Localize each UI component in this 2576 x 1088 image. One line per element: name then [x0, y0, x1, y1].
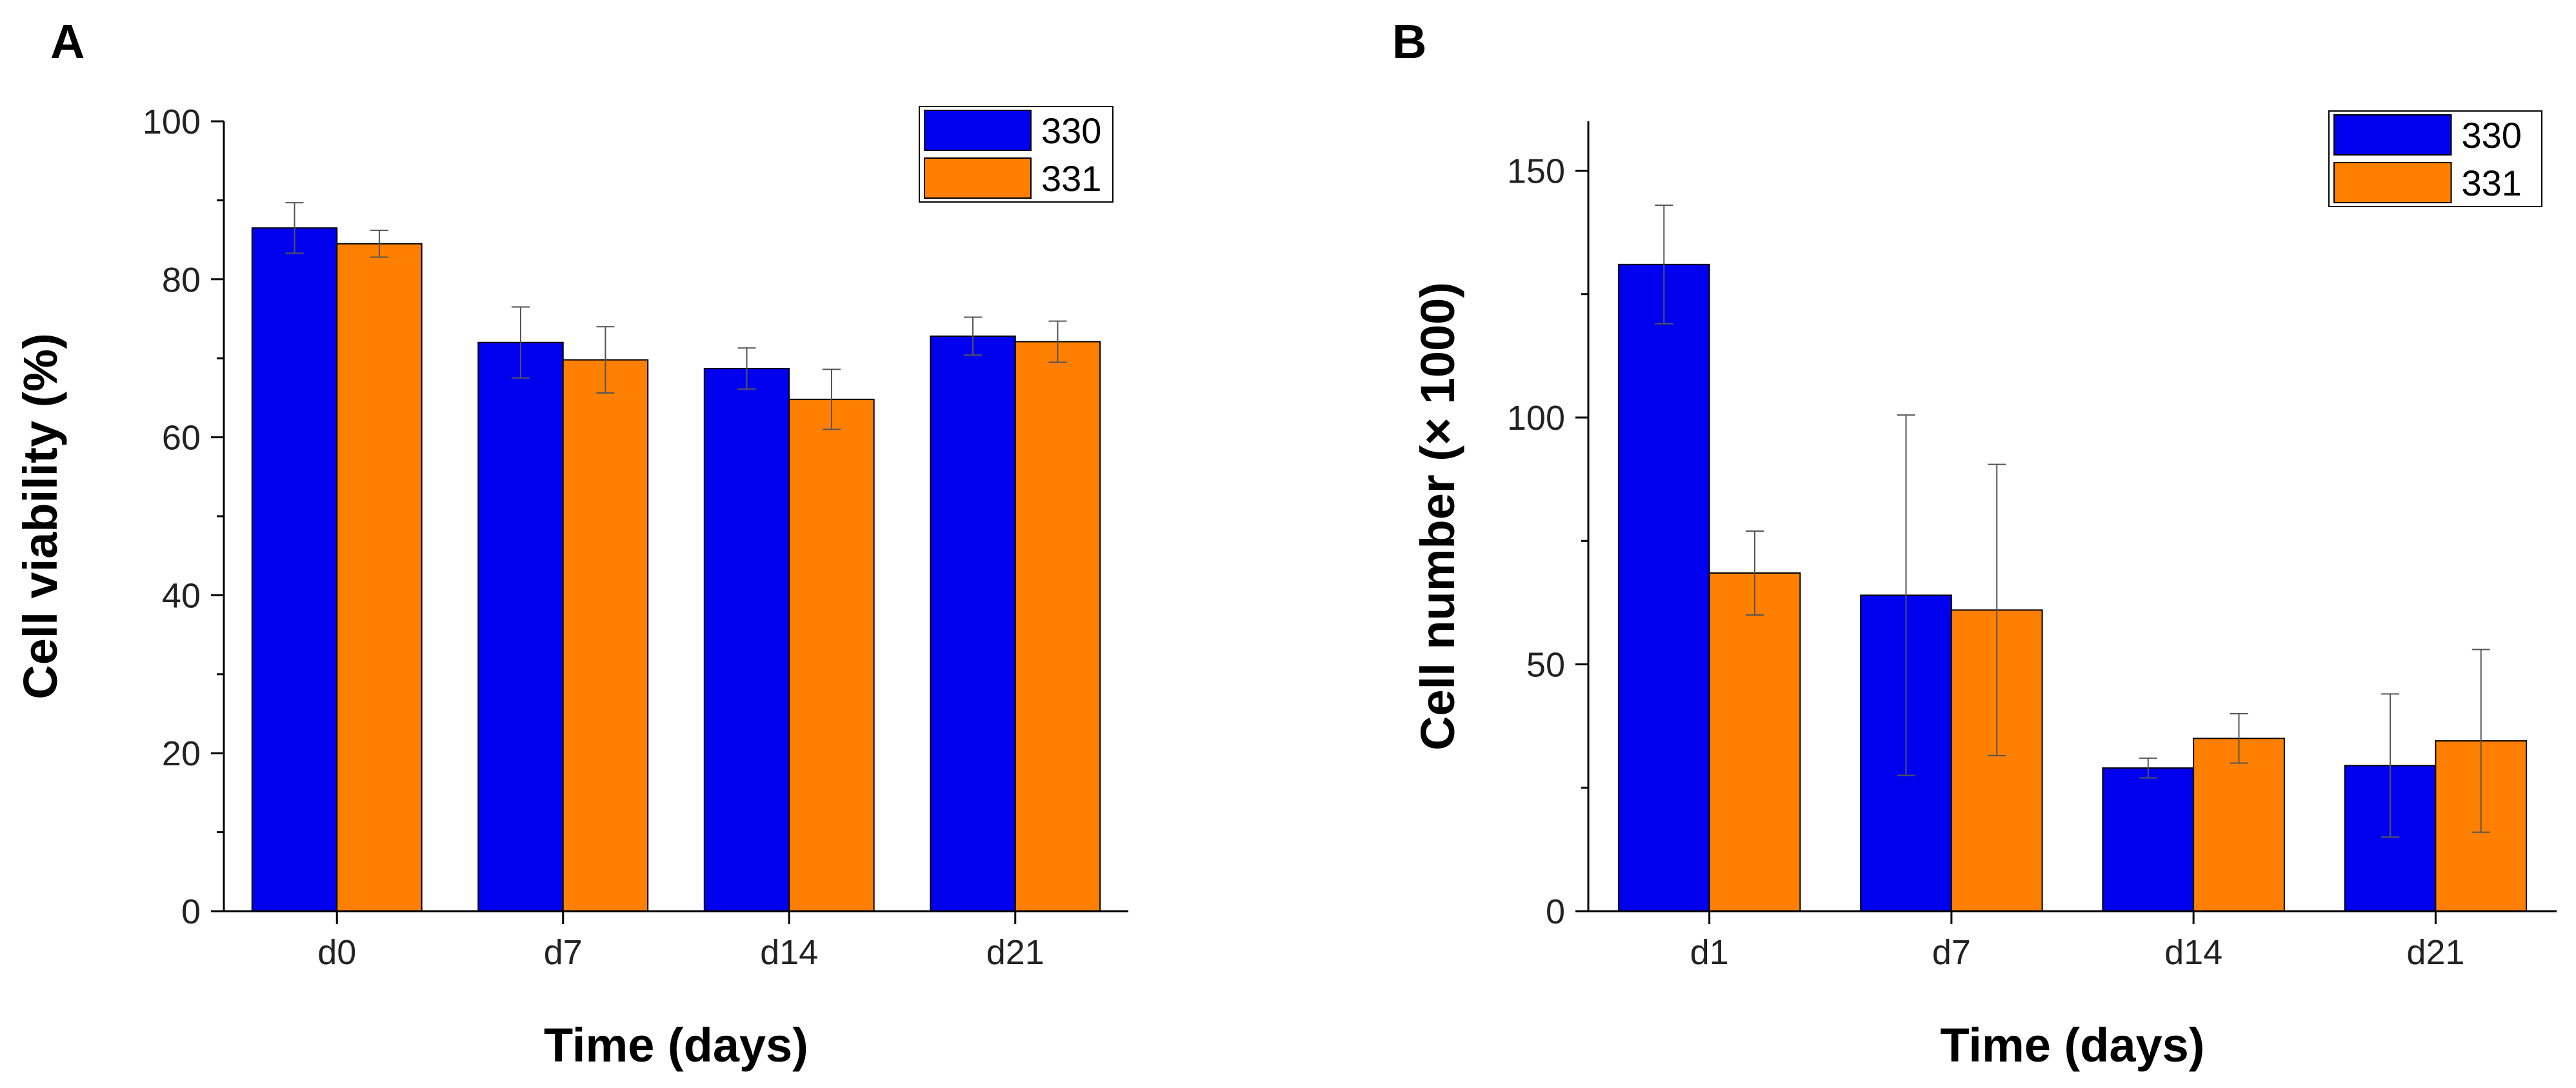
y-axis-title: Cell viability (%) — [14, 333, 67, 699]
y-tick-label-20: 20 — [162, 734, 201, 773]
x-tick-label-d21: d21 — [2406, 933, 2464, 972]
y-tick-label-0: 0 — [181, 892, 201, 931]
x-tick-label-d14: d14 — [760, 933, 818, 972]
bar-330-d1 — [1617, 263, 1710, 912]
legend-swatch-331 — [924, 157, 1032, 199]
bar-330-d14 — [703, 368, 790, 912]
y-tick-label-40: 40 — [162, 576, 201, 615]
y-tick-label-150: 150 — [1507, 152, 1565, 191]
y-tick-label-50: 50 — [1526, 646, 1565, 685]
y-tick-label-60: 60 — [162, 419, 201, 458]
x-axis-title: Time (days) — [1941, 1018, 2205, 1072]
bar-331-d14 — [2193, 738, 2285, 912]
legend-swatch-330 — [924, 110, 1032, 151]
bar-331-d21 — [1014, 341, 1101, 912]
x-tick-label-d21: d21 — [986, 933, 1044, 972]
legend-swatch-330 — [2333, 114, 2452, 156]
panel-a: Ad0 d7 d14 d21 0 20 40 60 80 100 Time (days) Cell v… — [14, 15, 1128, 1072]
legend-label-330: 330 — [1041, 110, 1101, 151]
legend-swatch-331 — [2333, 162, 2452, 203]
bar-330-d0 — [251, 227, 338, 912]
x-axis-title: Time (days) — [544, 1018, 808, 1072]
panel-letter: A — [50, 15, 85, 68]
legend-label-331: 331 — [2462, 163, 2522, 203]
y-axis-title: Cell number (× 1000) — [1411, 282, 1464, 751]
x-tick-label-d7: d7 — [1932, 933, 1971, 972]
y-tick-label-100: 100 — [143, 103, 201, 141]
x-tick-label-d14: d14 — [2164, 933, 2222, 972]
x-tick-label-d0: d0 — [317, 933, 356, 972]
bar-331-d0 — [336, 243, 423, 912]
panel-b: Bd1 d7 d14 d21 0 50 100 150 Time (days) Cell numb… — [1392, 15, 2557, 1072]
bar-331-d14 — [788, 398, 875, 912]
x-tick-label-d7: d7 — [544, 933, 583, 972]
panel-letter: B — [1392, 15, 1426, 68]
legend-label-330: 330 — [2462, 115, 2522, 156]
bar-331-d1 — [1708, 572, 1801, 912]
bar-330-d7 — [477, 341, 564, 912]
bar-331-d7 — [562, 359, 649, 912]
bar-330-d14 — [2102, 767, 2195, 912]
y-tick-label-0: 0 — [1546, 892, 1565, 931]
legend-label-331: 331 — [1041, 158, 1101, 199]
x-tick-label-d1: d1 — [1690, 933, 1729, 972]
y-tick-label-80: 80 — [162, 261, 201, 299]
bar-330-d21 — [930, 335, 1016, 912]
y-tick-label-100: 100 — [1507, 399, 1565, 438]
